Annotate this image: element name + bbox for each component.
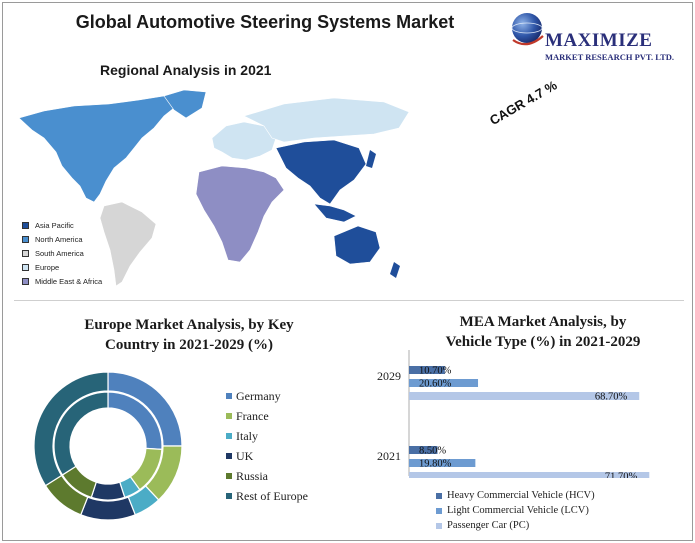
legend-swatch xyxy=(226,393,232,399)
legend-label: Germany xyxy=(236,388,281,403)
legend-swatch xyxy=(226,493,232,499)
map-region-australia xyxy=(333,225,381,265)
map-legend-item: South America xyxy=(22,246,102,260)
map-region-russia xyxy=(243,97,410,143)
map-region-japan xyxy=(366,150,376,168)
donut-slice-uk xyxy=(90,481,126,501)
map-legend-item: Middle East & Africa xyxy=(22,274,102,288)
mea-title-line2: Vehicle Type (%) in 2021-2029 xyxy=(445,334,641,350)
page-title: Global Automotive Steering Systems Marke… xyxy=(75,12,455,32)
legend-swatch xyxy=(22,249,29,257)
bar-2021-1 xyxy=(409,459,476,467)
bar-2029-2 xyxy=(409,392,640,400)
legend-label: Heavy Commercial Vehicle (HCV) xyxy=(447,490,595,501)
globe-icon xyxy=(511,13,544,46)
donut-slice-rest-of-europe xyxy=(33,371,109,487)
legend-label: Russia xyxy=(236,468,269,483)
map-legend: Asia Pacific North America South America… xyxy=(22,218,102,288)
legend-label: North America xyxy=(35,234,83,244)
europe-chart-title: Europe Market Analysis, by Key Country i… xyxy=(44,315,334,355)
map-region-greenland xyxy=(163,89,207,119)
map-legend-item: North America xyxy=(22,232,102,246)
logo-name: MAXIMIZE xyxy=(545,30,653,51)
legend-label: France xyxy=(236,408,269,423)
legend-label: Middle East & Africa xyxy=(35,276,103,286)
bar-2021-2 xyxy=(409,472,650,478)
bar-value-label: 71.70% xyxy=(605,472,638,479)
map-region-middle-east-africa xyxy=(195,165,285,263)
map-region-europe xyxy=(211,121,277,161)
legend-swatch xyxy=(226,413,232,419)
category-label: 2021 xyxy=(377,449,401,463)
bar-value-label: 8.50% xyxy=(419,446,446,457)
europe-legend-item: France xyxy=(226,406,308,426)
europe-donut-chart xyxy=(33,371,183,521)
europe-legend-item: UK xyxy=(226,446,308,466)
legend-swatch xyxy=(22,277,29,285)
legend-label: South America xyxy=(35,248,84,258)
mea-chart-title: MEA Market Analysis, by Vehicle Type (%)… xyxy=(398,312,688,352)
europe-legend-item: Italy xyxy=(226,426,308,446)
legend-swatch xyxy=(226,433,232,439)
europe-legend: Germany France Italy UK Russia Rest of E… xyxy=(226,386,308,506)
company-logo: MAXIMIZE MARKET RESEARCH PVT. LTD. xyxy=(505,8,690,68)
europe-legend-item: Germany xyxy=(226,386,308,406)
mea-title-line1: MEA Market Analysis, by xyxy=(459,314,627,330)
legend-label: Europe xyxy=(35,262,60,272)
mea-bar-chart: 2029 10.70% 20.60% 68.70% 2021 8.50% 19.80% 71.… xyxy=(377,350,650,479)
mea-legend-item: Light Commercial Vehicle (LCV) xyxy=(436,503,595,518)
legend-swatch xyxy=(436,507,442,514)
bar-2029-0 xyxy=(409,366,445,374)
legend-label: UK xyxy=(236,448,254,463)
europe-title-line2: Country in 2021-2029 (%) xyxy=(105,337,273,353)
map-region-new-zealand xyxy=(390,262,400,278)
map-region-asia-pacific xyxy=(275,139,367,205)
legend-swatch xyxy=(436,522,442,529)
bar-value-label: 10.70% xyxy=(419,366,452,377)
category-label: 2029 xyxy=(377,369,401,383)
map-legend-item: Asia Pacific xyxy=(22,218,102,232)
bar-value-label: 19.80% xyxy=(419,459,452,470)
europe-legend-item: Russia xyxy=(226,466,308,486)
legend-label: Asia Pacific xyxy=(35,220,74,230)
legend-swatch xyxy=(226,473,232,479)
bar-2029-1 xyxy=(409,379,479,387)
map-region-south-america xyxy=(99,201,157,287)
bar-2021-0 xyxy=(409,446,438,454)
map-title: Regional Analysis in 2021 xyxy=(100,62,272,78)
map-legend-item: Europe xyxy=(22,260,102,274)
bar-value-label: 20.60% xyxy=(419,379,452,390)
section-divider xyxy=(14,300,684,301)
mea-legend: Heavy Commercial Vehicle (HCV) Light Com… xyxy=(436,488,595,533)
world-map xyxy=(18,89,410,287)
legend-label: Light Commercial Vehicle (LCV) xyxy=(447,505,589,516)
europe-legend-item: Rest of Europe xyxy=(226,486,308,506)
legend-swatch xyxy=(22,235,29,243)
legend-swatch xyxy=(22,221,29,229)
bar-value-label: 68.70% xyxy=(595,392,628,403)
logo-subtitle: MARKET RESEARCH PVT. LTD. xyxy=(545,52,675,62)
legend-swatch xyxy=(436,492,442,499)
legend-label: Rest of Europe xyxy=(236,488,308,503)
legend-swatch xyxy=(22,263,29,271)
legend-label: Passenger Car (PC) xyxy=(447,520,530,531)
legend-label: Italy xyxy=(236,428,258,443)
map-region-southeast-asia xyxy=(313,203,357,223)
donut-slice-rest-of-europe xyxy=(53,391,109,476)
map-region-north-america xyxy=(18,95,180,203)
mea-legend-item: Passenger Car (PC) xyxy=(436,518,595,533)
legend-swatch xyxy=(226,453,232,459)
mea-legend-item: Heavy Commercial Vehicle (HCV) xyxy=(436,488,595,503)
europe-title-line1: Europe Market Analysis, by Key xyxy=(84,317,294,333)
